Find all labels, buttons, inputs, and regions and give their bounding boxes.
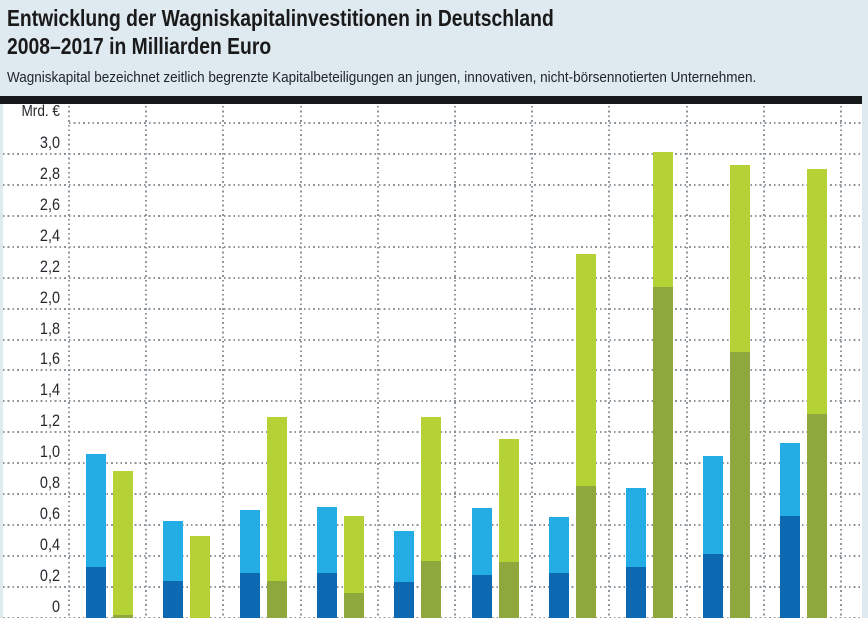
bar-blue-2009: [162, 520, 183, 618]
bar-green-2014: [575, 254, 596, 618]
y-tick-label: 2,0: [39, 287, 60, 307]
plot-area: 0 0,2 0,4 0,6 0,8 1,0 1,2 1,4 1,6 1,8 2,0 2,2 2,4 2,6…: [3, 104, 862, 618]
bar-blue-2012: [394, 531, 415, 618]
bar-green-2016-dark-segment: [730, 351, 751, 618]
y-tick-label: 1,2: [39, 411, 60, 431]
y-tick-label: 1,4: [39, 380, 60, 400]
gridline-vertical: [762, 106, 765, 618]
bar-blue-2008-dark-segment: [85, 566, 106, 618]
y-tick-label: 2,4: [39, 225, 60, 245]
bar-green-2015: [653, 152, 673, 618]
divider-rule: [0, 96, 862, 104]
chart-header: Entwicklung der Wagniskapitalinvestition…: [0, 0, 868, 96]
gridline-horizontal: [69, 121, 862, 124]
bar-blue-2013-dark-segment: [471, 574, 492, 618]
bar-green-2008: [112, 471, 133, 618]
bar-green-2011: [344, 515, 365, 618]
bar-blue-2010-dark-segment: [240, 573, 260, 618]
gridline-vertical: [608, 106, 611, 618]
bar-green-2010: [267, 416, 287, 618]
bar-green-2016: [730, 164, 751, 618]
gridline-vertical: [840, 106, 842, 618]
bar-blue-2014-dark-segment: [548, 573, 569, 618]
bar-blue-2015: [626, 488, 646, 618]
bar-green-2012-dark-segment: [421, 560, 442, 618]
bar-blue-2010: [240, 509, 260, 618]
gridline-horizontal: [3, 276, 862, 279]
y-tick-label: 1,0: [39, 442, 60, 462]
gridline-horizontal: [3, 307, 862, 310]
bar-green-2010-dark-segment: [267, 580, 287, 618]
y-axis-unit-label: Mrd. €: [21, 104, 60, 120]
y-tick-label: 2,2: [39, 256, 60, 276]
page-title-line2: 2008–2017 in Milliarden Euro: [7, 33, 272, 59]
y-tick-label: 3,0: [39, 132, 60, 152]
y-tick-label: 0,6: [39, 504, 60, 524]
bar-green-2017: [807, 169, 828, 618]
y-tick-label: 0,8: [39, 473, 60, 493]
gridline-vertical: [222, 106, 225, 618]
bar-blue-2014: [548, 517, 569, 618]
bar-green-2013-dark-segment: [498, 562, 519, 618]
bar-blue-2017-dark-segment: [780, 515, 801, 618]
bar-blue-2012-dark-segment: [394, 582, 415, 618]
gridline-horizontal: [3, 400, 862, 403]
y-tick-label: 1,8: [39, 318, 60, 338]
page-title-line1: Entwicklung der Wagniskapitalinvestition…: [7, 5, 554, 31]
bar-green-2009: [189, 536, 210, 618]
gridline-horizontal: [3, 214, 862, 217]
gridline-vertical: [376, 106, 379, 618]
bar-green-2017-dark-segment: [807, 413, 828, 618]
y-tick-label: 0: [51, 597, 60, 616]
bar-blue-2017: [780, 443, 801, 618]
bar-blue-2013: [471, 508, 492, 618]
gridline-vertical: [299, 106, 302, 618]
bar-green-2008-dark-segment: [112, 614, 133, 618]
chart-panel: 0 0,2 0,4 0,6 0,8 1,0 1,2 1,4 1,6 1,8 2,0 2,2 2,4 2,6…: [3, 104, 862, 618]
gridline-vertical: [531, 106, 534, 618]
gridline-horizontal: [3, 338, 862, 341]
gridline-vertical: [454, 106, 456, 618]
bar-blue-2009-dark-segment: [162, 580, 183, 618]
y-tick-label: 0,2: [39, 566, 60, 586]
bar-blue-2011: [317, 506, 338, 618]
chart-subtitle: Wagniskapital bezeichnet zeitlich begren…: [7, 69, 757, 86]
gridline-vertical: [685, 106, 688, 618]
bar-blue-2016-dark-segment: [703, 554, 724, 618]
gridline-vertical: [145, 106, 148, 618]
bar-green-2015-dark-segment: [653, 286, 673, 618]
bar-blue-2015-dark-segment: [626, 566, 646, 618]
y-tick-label: 2,6: [39, 194, 60, 214]
bar-green-2013: [498, 438, 519, 618]
bar-blue-2008: [85, 454, 106, 618]
gridline-vertical: [68, 106, 70, 618]
bar-green-2011-dark-segment: [344, 593, 365, 618]
gridline-horizontal: [3, 369, 862, 372]
bar-green-2014-dark-segment: [575, 486, 596, 618]
gridline-horizontal: [3, 183, 862, 186]
bar-blue-2016: [703, 455, 724, 618]
gridline-horizontal: [3, 152, 862, 155]
y-tick-label: 1,6: [39, 349, 60, 369]
y-tick-label: 2,8: [39, 163, 60, 183]
bar-blue-2011-dark-segment: [317, 573, 338, 618]
bar-green-2012: [421, 416, 442, 618]
gridline-horizontal: [3, 245, 862, 248]
y-tick-label: 0,4: [39, 535, 60, 555]
